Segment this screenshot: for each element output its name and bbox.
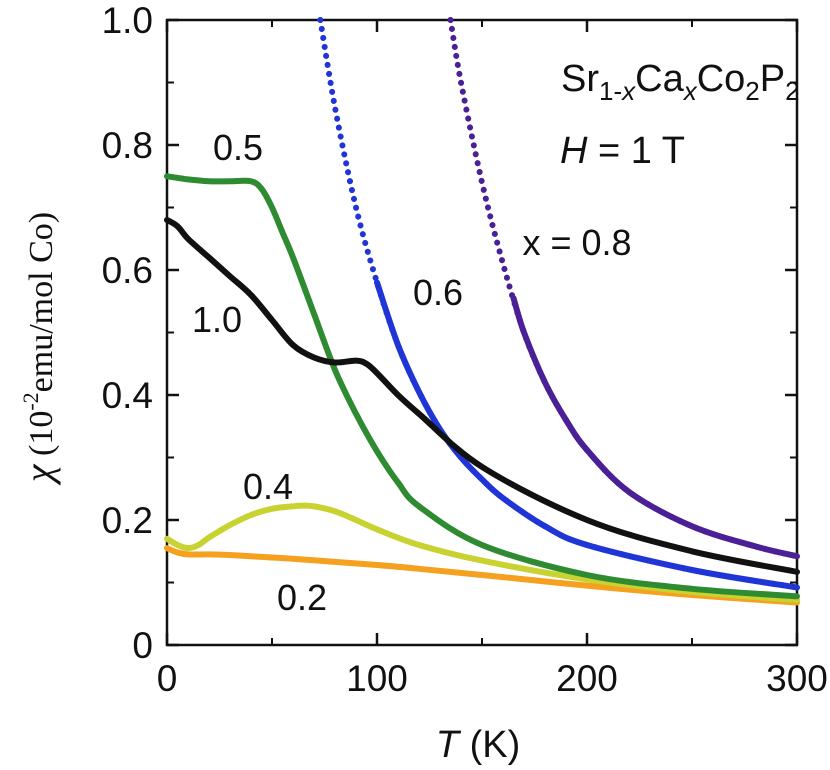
x-tick-label: 200 [556,658,618,699]
series-line-7 [164,217,800,575]
series-line-0 [164,545,800,606]
series-line-4 [374,279,800,591]
series-line-2 [164,173,800,600]
x-axis-title: T (K) [436,724,520,766]
series-label-x0.5: 0.5 [213,127,263,168]
axes-layer: 0 100 200 300 0 0.2 0.4 0.6 0.8 1.0 [102,0,828,699]
series-label-x0.2: 0.2 [277,577,327,618]
y-tick-label: 0 [132,625,153,666]
formula-annotation: Sr1-xCaxCo2P2 [561,58,800,106]
series-label-x0.6: 0.6 [413,272,463,313]
series-line-6 [510,295,800,560]
series-label-x0.4: 0.4 [243,466,293,507]
series-label-x0.8: x = 0.8 [522,222,631,263]
x-tick-label: 0 [157,658,178,699]
y-tick-label: 0.6 [102,250,153,291]
field-annotation: H = 1 T [560,130,685,172]
series-label-x1.0: 1.0 [192,299,242,340]
y-axis-title: χ (10-2emu/mol Co) [16,212,61,486]
series-line-1 [164,502,800,603]
series-layer [164,17,800,606]
y-tick-label: 0.4 [102,375,153,416]
x-tick-label: 300 [766,658,828,699]
x-tick-label: 100 [346,658,408,699]
y-tick-label: 1.0 [102,0,153,41]
y-tick-label: 0.8 [102,125,153,166]
series-line-3 [317,17,800,591]
y-tick-label: 0.2 [102,500,153,541]
